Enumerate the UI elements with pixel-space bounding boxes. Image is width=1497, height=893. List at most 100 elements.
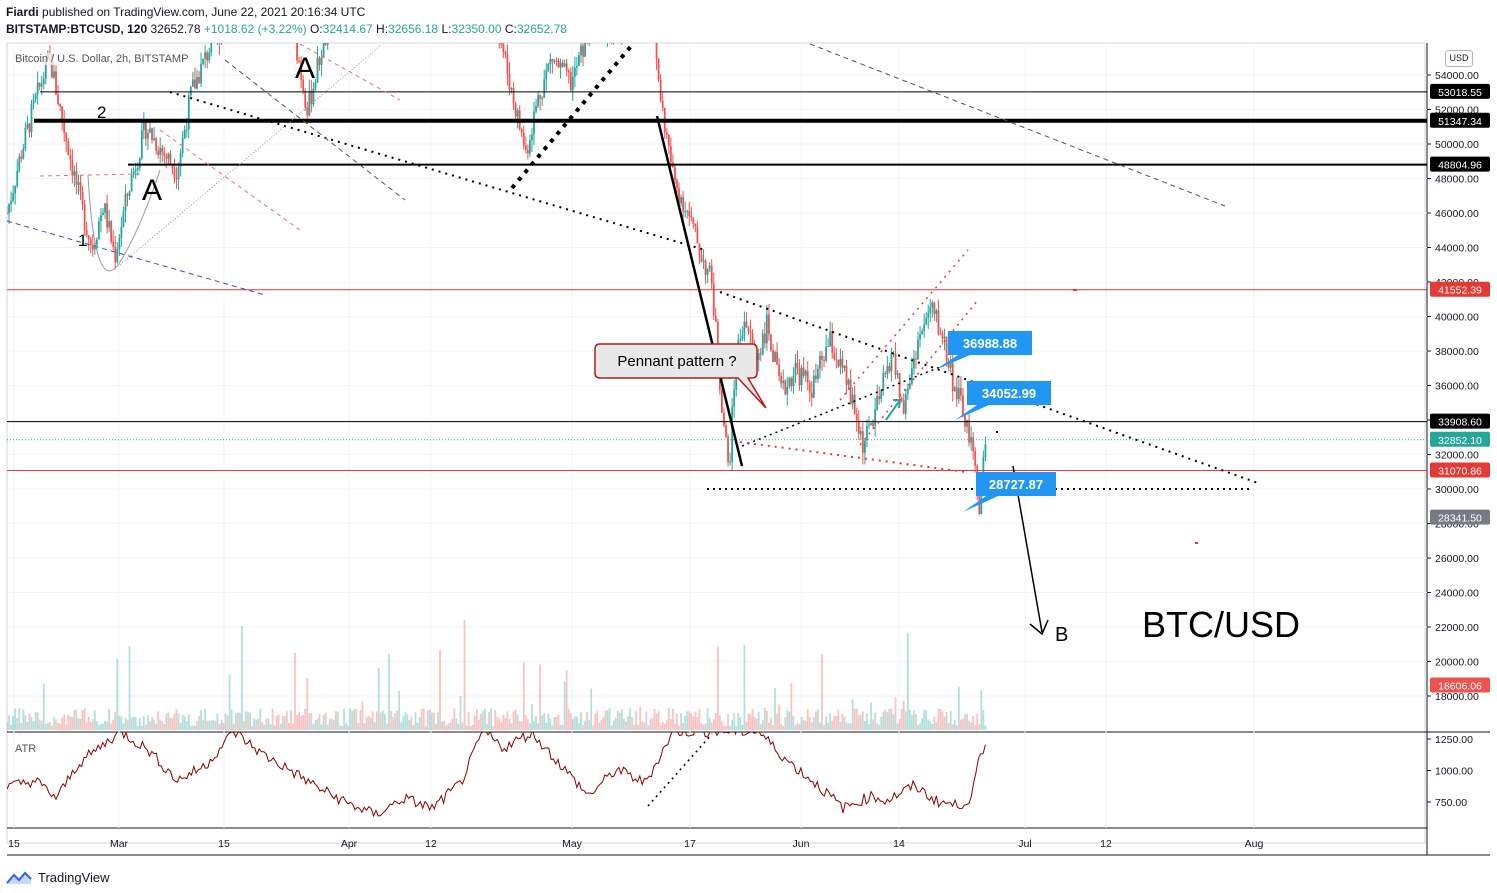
red-upper-channel-b	[839, 249, 969, 401]
volume-bar	[343, 708, 345, 730]
candle-body	[196, 76, 198, 89]
price-callout	[935, 331, 1032, 370]
candle-body	[500, 43, 503, 45]
candle-body	[721, 389, 723, 413]
candle-body	[557, 60, 560, 68]
volume-bar	[551, 725, 554, 730]
volume-bar	[398, 690, 401, 730]
candle-body	[225, 25, 227, 33]
candle-body	[100, 214, 102, 222]
candle-body	[765, 314, 768, 344]
candle-body	[949, 362, 952, 368]
volume-bar	[484, 708, 486, 730]
atr-tick-label: 1250.00	[1435, 734, 1473, 746]
volume-bar	[355, 709, 358, 730]
volume-bar	[859, 714, 862, 730]
candle-body	[625, 12, 627, 18]
candle-body	[183, 129, 186, 138]
price-tick-label: 32000.00	[1435, 450, 1479, 462]
volume-bar	[600, 719, 603, 730]
volume-bar	[418, 717, 421, 730]
candle-body	[859, 431, 862, 435]
currency-selector[interactable]: USD	[1445, 50, 1473, 67]
volume-bar	[929, 721, 932, 730]
candle-body	[69, 155, 72, 160]
volume-bar	[157, 711, 160, 730]
volume-bar	[945, 711, 948, 730]
volume-bar	[868, 724, 870, 730]
candle-body	[935, 310, 938, 314]
candle-body	[751, 333, 754, 347]
candle-body	[915, 358, 917, 360]
volume-bar	[216, 713, 219, 730]
volume-bar	[829, 713, 832, 730]
volume-bar	[259, 708, 262, 730]
volume-bar	[731, 719, 734, 730]
candle-body	[898, 373, 901, 399]
volume-bar	[960, 719, 962, 730]
candle-body	[147, 132, 149, 139]
volume-bar	[861, 711, 864, 730]
volume-bar	[935, 722, 938, 730]
volume-bar	[349, 708, 352, 730]
price-callout	[963, 472, 1056, 512]
volume-bar	[265, 718, 268, 730]
volume-bar	[508, 719, 511, 730]
level-price-badge	[1430, 112, 1490, 128]
volume-bar	[817, 709, 819, 730]
volume-bar	[441, 721, 443, 730]
volume-bar	[142, 715, 145, 730]
volume-bar	[18, 708, 21, 730]
high-value: 32656.18	[388, 22, 439, 36]
candle-body	[972, 437, 975, 452]
candle-body	[575, 66, 578, 68]
candle-body	[598, 16, 600, 26]
volume-bar	[75, 709, 78, 730]
volume-bar	[633, 724, 635, 730]
volume-bar	[806, 708, 809, 730]
candle-body	[812, 375, 815, 398]
candle-body	[984, 444, 987, 458]
candle-body	[124, 193, 127, 212]
volume-bar	[339, 725, 341, 730]
high-label: H:	[376, 22, 389, 36]
volume-bar	[904, 711, 907, 730]
volume-bar	[543, 712, 546, 730]
candle-body	[806, 370, 809, 383]
candle-body	[941, 334, 944, 339]
candle-body	[849, 379, 852, 404]
candle-body	[794, 362, 797, 376]
candle-body	[247, 0, 249, 2]
volume-bar	[966, 713, 968, 730]
candle-body	[547, 64, 550, 71]
candle-body	[565, 63, 568, 71]
volume-bar	[774, 688, 776, 730]
volume-bar	[73, 710, 76, 730]
volume-bar	[220, 719, 223, 730]
price-callout-label: 34052.99	[982, 386, 1036, 401]
candle-body	[763, 333, 766, 344]
volume-group	[7, 620, 987, 730]
candle-body	[310, 90, 313, 105]
volume-bar	[571, 718, 574, 730]
candle-body	[921, 331, 923, 335]
volume-bar	[71, 717, 74, 730]
volume-bar	[469, 725, 472, 730]
descending-trendline	[169, 91, 706, 251]
candle-body	[684, 211, 687, 213]
volume-bar	[87, 716, 90, 730]
time-tick-label: 14	[893, 838, 905, 850]
volume-bar	[367, 715, 370, 730]
volume-bar	[161, 721, 164, 730]
volume-bar	[48, 721, 51, 730]
volume-bar	[328, 719, 331, 730]
volume-bar	[708, 718, 711, 730]
candle-body	[140, 130, 143, 159]
candle-body	[167, 153, 170, 159]
candle-body	[514, 103, 517, 117]
atr-indicator-label[interactable]: ATR	[15, 743, 37, 755]
publisher-name[interactable]: Fiardi	[6, 5, 39, 19]
tradingview-footer[interactable]: TradingView	[6, 870, 110, 885]
volume-bar	[267, 718, 270, 730]
